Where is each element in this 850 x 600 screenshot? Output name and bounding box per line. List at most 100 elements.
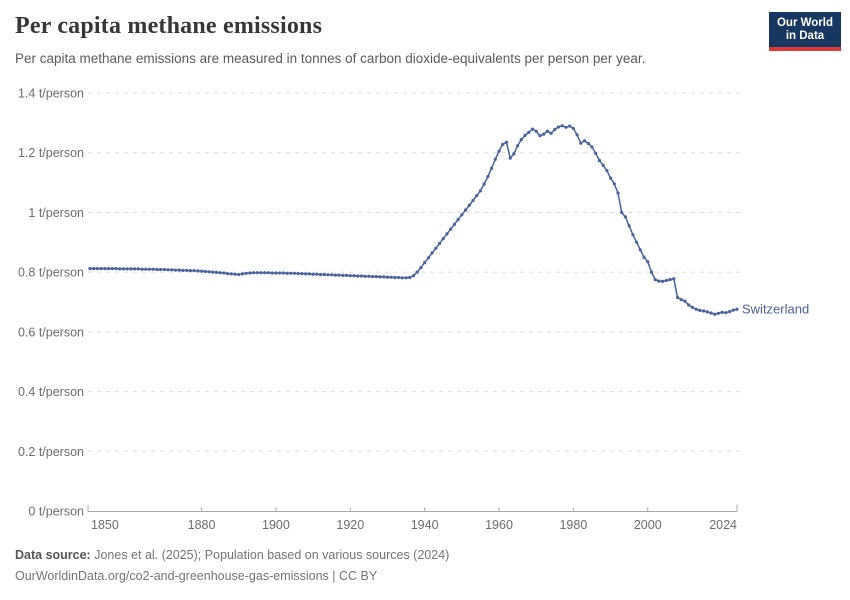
data-point[interactable] [147,267,152,271]
data-point[interactable] [125,267,129,271]
data-point[interactable] [121,267,126,271]
data-point[interactable] [679,298,683,302]
data-point[interactable] [501,142,505,146]
data-point[interactable] [211,270,215,274]
data-point[interactable] [389,275,393,279]
data-point[interactable] [404,276,408,280]
data-point[interactable] [612,182,616,186]
series-path[interactable] [90,125,738,315]
data-point[interactable] [452,222,456,226]
data-point[interactable] [374,275,378,279]
data-point[interactable] [278,271,282,275]
data-point[interactable] [701,309,706,313]
data-point[interactable] [136,267,140,271]
data-point[interactable] [627,224,631,228]
owid-logo[interactable]: Our World in Data [769,12,841,51]
data-point[interactable] [445,232,449,236]
data-point[interactable] [248,271,252,275]
data-point[interactable] [735,307,739,311]
data-point[interactable] [508,156,512,160]
data-point[interactable] [579,141,583,145]
data-point[interactable] [486,175,490,179]
data-point[interactable] [460,213,464,217]
data-point[interactable] [95,267,99,271]
data-point[interactable] [333,273,337,277]
data-point[interactable] [274,271,278,275]
data-point[interactable] [560,124,564,128]
data-point[interactable] [226,272,230,276]
data-point[interactable] [720,310,724,314]
data-point[interactable] [259,271,263,275]
data-point[interactable] [318,272,323,277]
data-point[interactable] [151,267,155,271]
data-point[interactable] [304,272,308,276]
data-point[interactable] [237,272,241,277]
data-point[interactable] [110,267,114,271]
data-point[interactable] [638,248,642,252]
data-point[interactable] [657,279,661,283]
data-point[interactable] [133,267,137,271]
data-point[interactable] [687,303,691,307]
data-point[interactable] [144,267,148,271]
data-point[interactable] [173,268,178,272]
data-point[interactable] [493,157,497,161]
data-point[interactable] [140,267,144,271]
data-point[interactable] [464,208,468,212]
data-point[interactable] [337,273,341,277]
data-point[interactable] [542,132,546,136]
data-point[interactable] [646,260,650,264]
data-point[interactable] [281,271,285,275]
data-point[interactable] [467,203,471,207]
data-point[interactable] [393,275,397,280]
data-point[interactable] [597,158,602,163]
data-point[interactable] [698,308,702,312]
data-point[interactable] [411,274,416,278]
data-point[interactable] [229,272,233,276]
data-point[interactable] [348,274,352,278]
data-point[interactable] [731,308,735,312]
data-point[interactable] [326,273,330,277]
series-line-switzerland[interactable] [88,124,739,316]
data-point[interactable] [322,272,326,277]
data-point[interactable] [661,279,665,283]
data-point[interactable] [352,274,356,278]
data-point[interactable] [664,278,669,283]
data-point[interactable] [668,278,672,282]
data-point[interactable] [441,237,445,241]
entity-label-switzerland[interactable]: Switzerland [742,302,809,317]
data-point[interactable] [185,268,189,272]
license-link[interactable]: CC BY [339,569,378,583]
data-point[interactable] [582,139,587,143]
data-point[interactable] [255,271,259,275]
data-point[interactable] [371,275,375,279]
data-point[interactable] [356,274,360,278]
data-point[interactable] [196,269,200,273]
data-point[interactable] [118,267,122,271]
data-point[interactable] [419,266,423,270]
data-source-text[interactable]: Jones et al. (2025); Population based on… [94,548,450,562]
data-point[interactable] [315,272,319,276]
data-point[interactable] [270,271,274,275]
data-point[interactable] [556,125,561,129]
data-point[interactable] [192,269,196,273]
data-point[interactable] [497,149,501,153]
data-point[interactable] [623,215,628,219]
data-point[interactable] [575,133,579,137]
data-point[interactable] [296,272,300,276]
data-point[interactable] [437,241,442,246]
data-point[interactable] [553,127,557,131]
data-point[interactable] [705,310,709,314]
data-point[interactable] [527,130,531,134]
data-point[interactable] [99,267,103,271]
data-point[interactable] [609,176,613,180]
data-point[interactable] [631,233,635,237]
data-point[interactable] [690,305,695,309]
data-point[interactable] [530,127,535,131]
data-point[interactable] [200,269,204,273]
data-point[interactable] [214,270,218,274]
data-point[interactable] [423,261,427,265]
data-point[interactable] [103,267,107,271]
data-point[interactable] [516,144,520,148]
data-point[interactable] [590,145,594,149]
